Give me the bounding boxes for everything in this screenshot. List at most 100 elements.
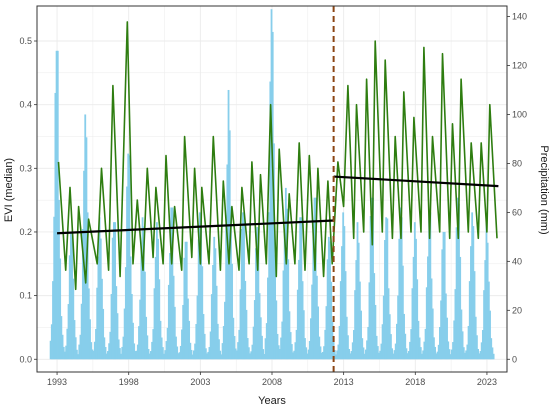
precipitation-bar xyxy=(93,341,96,360)
precipitation-bar xyxy=(197,239,200,360)
precipitation-bar xyxy=(441,249,444,360)
precipitation-bar xyxy=(145,316,148,360)
precipitation-bar xyxy=(221,343,224,360)
precipitation-bar xyxy=(109,331,112,360)
precipitation-bar xyxy=(90,342,93,360)
precipitation-bar xyxy=(117,339,120,360)
precipitation-bar xyxy=(89,319,91,360)
precipitation-bar xyxy=(410,329,413,360)
precipitation-bar xyxy=(429,212,432,360)
precipitation-bar xyxy=(400,217,403,360)
precipitation-bar xyxy=(380,343,383,360)
precipitation-bar xyxy=(288,311,291,360)
x-tick-label: 2008 xyxy=(262,377,282,387)
precipitation-bar xyxy=(473,271,476,360)
precipitation-bar xyxy=(355,260,358,360)
precipitation-bar xyxy=(142,226,145,360)
precipitation-bar xyxy=(453,320,456,360)
precipitation-bar xyxy=(241,212,244,360)
precipitation-bar xyxy=(393,350,396,360)
precipitation-bar xyxy=(61,334,64,360)
precipitation-bar xyxy=(302,310,305,360)
precipitation-bar xyxy=(275,300,278,360)
precipitation-bar xyxy=(249,353,251,360)
precipitation-bar xyxy=(307,349,310,360)
x-tick-label: 2013 xyxy=(334,377,354,387)
precipitation-bar xyxy=(255,248,257,360)
precipitation-bar xyxy=(67,304,70,360)
precipitation-bar xyxy=(261,335,263,360)
precipitation-bar xyxy=(335,354,337,360)
precipitation-bar xyxy=(464,352,466,360)
precipitation-bar xyxy=(362,347,365,360)
precipitation-bar xyxy=(176,346,179,360)
precipitation-bar xyxy=(394,343,397,360)
trend-line-1 xyxy=(57,219,334,235)
precipitation-bar xyxy=(150,351,152,360)
precipitation-bar xyxy=(293,350,296,360)
precipitation-bar xyxy=(353,330,355,360)
precipitation-bar xyxy=(431,308,434,360)
precipitation-bar xyxy=(391,348,394,360)
precipitation-bar xyxy=(481,330,484,360)
precipitation-bar xyxy=(62,346,65,360)
precipitation-bar xyxy=(158,279,161,360)
precipitation-bar xyxy=(212,265,214,360)
precipitation-bar xyxy=(373,273,376,360)
precipitation-bar xyxy=(312,219,315,360)
precipitation-bar xyxy=(110,294,113,360)
precipitation-bar xyxy=(50,324,53,360)
precipitation-bar xyxy=(124,267,127,360)
precipitation-bar xyxy=(461,331,464,360)
precipitation-bar xyxy=(169,253,171,360)
precipitation-bar xyxy=(376,346,379,360)
precipitation-bar xyxy=(467,325,470,360)
precipitation-bar xyxy=(74,337,77,360)
precipitation-bar xyxy=(287,259,290,360)
precipitation-bar xyxy=(405,348,408,360)
precipitation-bar xyxy=(56,50,59,360)
precipitation-bar xyxy=(75,349,78,360)
precipitation-bar xyxy=(155,222,158,360)
precipitation-bar xyxy=(295,329,298,360)
precipitation-bar xyxy=(308,340,311,360)
precipitation-bar xyxy=(360,310,362,360)
precipitation-bar xyxy=(367,326,370,360)
precipitation-bar xyxy=(438,327,441,360)
precipitation-bar xyxy=(329,241,331,360)
x-tick-label: 1998 xyxy=(119,377,139,387)
precipitation-bar xyxy=(358,281,361,360)
precipitation-bar xyxy=(49,340,52,360)
precipitation-bar xyxy=(331,321,334,360)
precipitation-bar xyxy=(182,304,185,360)
precipitation-bar xyxy=(325,306,328,360)
y-right-tick-label: 0 xyxy=(512,354,517,364)
precipitation-bar xyxy=(132,322,134,360)
precipitation-bar xyxy=(187,298,189,360)
precipitation-bar xyxy=(136,344,139,360)
precipitation-bar xyxy=(319,346,322,360)
y-left-axis-title: EVI (median) xyxy=(3,158,15,222)
precipitation-bar xyxy=(320,352,323,360)
precipitation-bar xyxy=(270,9,273,360)
precipitation-bar xyxy=(173,306,176,360)
precipitation-bar xyxy=(296,289,299,360)
precipitation-bar xyxy=(401,265,404,360)
axis-ticks: 1993 1998 2003 2008 2013 2018 2023 0.0 0.1 0.2 0.3… xyxy=(19,12,527,387)
precipitation-bar xyxy=(403,313,405,360)
precipitation-bar xyxy=(129,256,132,360)
y-right-tick-label: 80 xyxy=(512,158,522,168)
precipitation-bar xyxy=(273,143,275,360)
precipitation-bar xyxy=(121,346,124,360)
precipitation-bar xyxy=(321,351,324,360)
precipitation-bar xyxy=(104,347,107,360)
precipitation-bar xyxy=(177,353,180,360)
precipitation-bar xyxy=(375,335,378,360)
precipitation-bar xyxy=(167,284,170,360)
precipitation-bar xyxy=(348,348,351,360)
precipitation-bar xyxy=(183,257,186,360)
precipitation-bar xyxy=(368,282,371,360)
precipitation-bar xyxy=(277,345,280,360)
precipitation-bar xyxy=(240,229,243,360)
